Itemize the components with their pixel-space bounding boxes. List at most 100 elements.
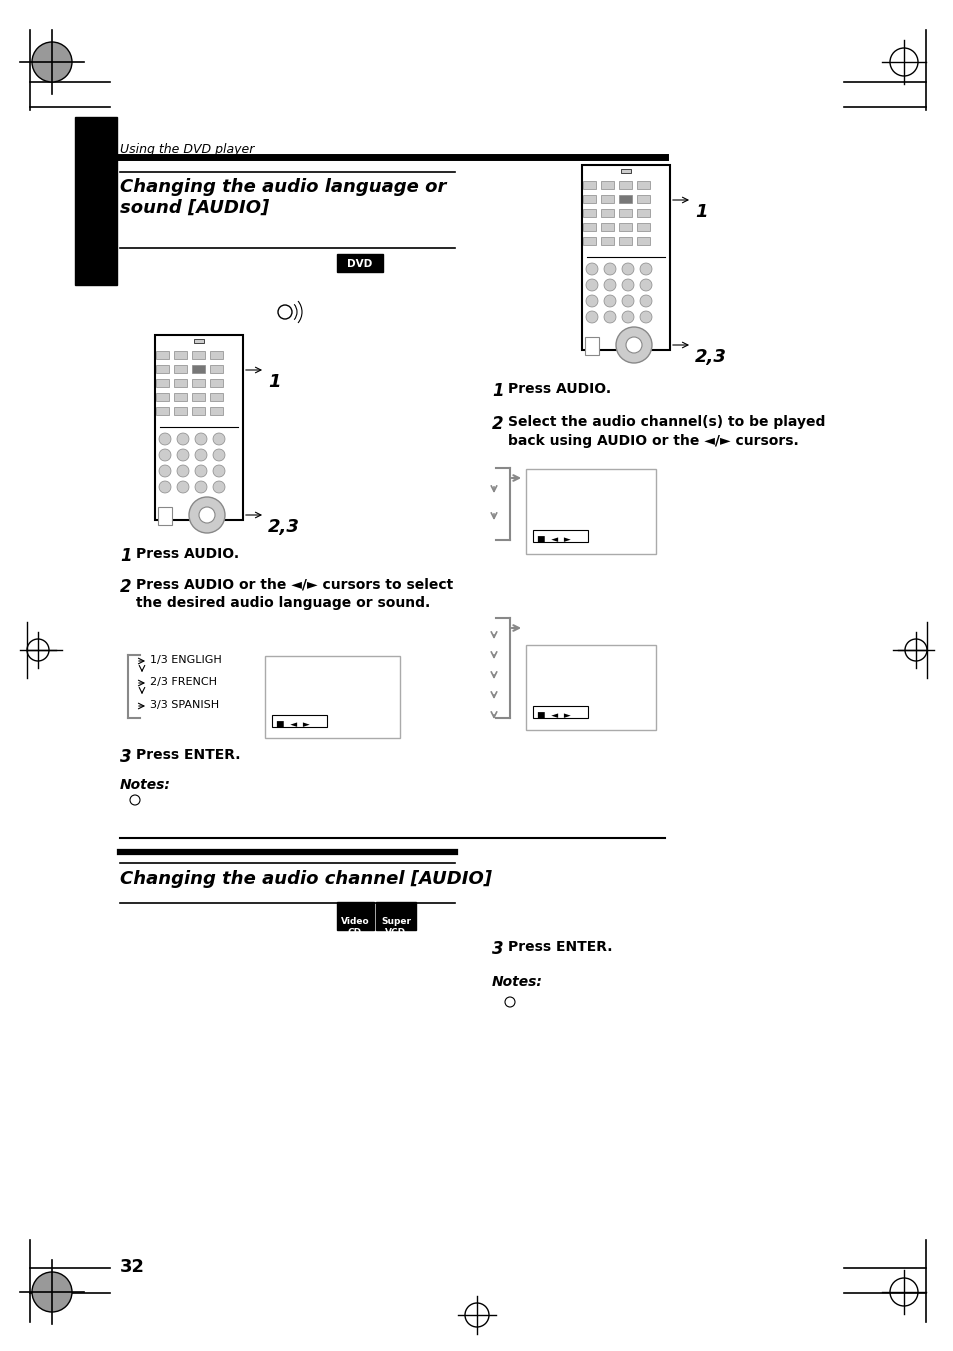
Bar [173, 351, 187, 359]
Bar [193, 339, 204, 343]
Circle shape [194, 449, 207, 461]
Text: 2,3: 2,3 [268, 517, 299, 536]
Bar [75, 118, 117, 285]
Bar [173, 365, 187, 373]
Bar [600, 181, 614, 189]
Text: Press AUDIO or the ◄/► cursors to select: Press AUDIO or the ◄/► cursors to select [136, 578, 453, 592]
Bar [637, 181, 649, 189]
Text: Press AUDIO.: Press AUDIO. [136, 547, 239, 561]
Bar [582, 223, 596, 231]
Bar [158, 507, 172, 526]
Circle shape [177, 465, 189, 477]
Circle shape [199, 507, 214, 523]
Circle shape [603, 311, 616, 323]
Circle shape [585, 263, 598, 276]
Text: Press ENTER.: Press ENTER. [136, 748, 240, 762]
Bar [618, 223, 631, 231]
Text: DVD: DVD [347, 259, 373, 269]
Text: 2,3: 2,3 [695, 349, 726, 366]
Bar [210, 407, 223, 415]
Bar [637, 236, 649, 245]
Bar [525, 469, 656, 554]
Bar [533, 707, 587, 717]
Bar [272, 715, 327, 727]
Bar [581, 165, 669, 350]
Text: ■  ◄  ►: ■ ◄ ► [537, 535, 570, 544]
Circle shape [213, 481, 225, 493]
Bar [618, 195, 631, 203]
Bar [375, 902, 416, 929]
Bar [156, 365, 169, 373]
Bar [192, 380, 205, 386]
Bar [618, 236, 631, 245]
Bar [192, 351, 205, 359]
Bar [582, 181, 596, 189]
Text: 1: 1 [492, 382, 503, 400]
Circle shape [194, 465, 207, 477]
Circle shape [159, 434, 171, 444]
Text: ■  ◄  ►: ■ ◄ ► [275, 720, 310, 730]
Text: Changing the audio channel [AUDIO]: Changing the audio channel [AUDIO] [120, 870, 492, 888]
Bar [600, 195, 614, 203]
Text: 3: 3 [120, 748, 132, 766]
Text: 2: 2 [492, 415, 503, 434]
Text: Notes:: Notes: [120, 778, 171, 792]
Bar [637, 223, 649, 231]
Text: Changing the audio language or
sound [AUDIO]: Changing the audio language or sound [AU… [120, 178, 446, 216]
Text: Video
CD: Video CD [340, 917, 369, 938]
Bar [192, 393, 205, 401]
Bar [336, 254, 382, 272]
Circle shape [639, 295, 651, 307]
Circle shape [621, 263, 634, 276]
Bar [582, 209, 596, 218]
Text: 1: 1 [268, 373, 280, 390]
Circle shape [213, 465, 225, 477]
Circle shape [32, 1273, 71, 1312]
Bar [210, 365, 223, 373]
Bar [156, 393, 169, 401]
Bar [637, 195, 649, 203]
Bar [192, 365, 205, 373]
Text: 3: 3 [492, 940, 503, 958]
Bar [154, 335, 243, 520]
Circle shape [625, 336, 641, 353]
Circle shape [603, 280, 616, 290]
Text: 1/3 ENGLIGH: 1/3 ENGLIGH [150, 655, 221, 665]
Circle shape [194, 481, 207, 493]
Circle shape [177, 434, 189, 444]
Bar [210, 380, 223, 386]
Circle shape [621, 295, 634, 307]
Bar [584, 336, 598, 355]
Text: Press AUDIO.: Press AUDIO. [507, 382, 611, 396]
Bar [618, 181, 631, 189]
Bar [173, 393, 187, 401]
Bar [618, 209, 631, 218]
Bar [156, 380, 169, 386]
Bar [600, 223, 614, 231]
Text: Press ENTER.: Press ENTER. [507, 940, 612, 954]
Text: Super
VCD: Super VCD [380, 917, 411, 938]
Text: 32: 32 [120, 1258, 145, 1275]
Bar [600, 209, 614, 218]
Text: 1: 1 [120, 547, 132, 565]
Circle shape [639, 311, 651, 323]
Circle shape [616, 327, 651, 363]
Circle shape [585, 280, 598, 290]
Circle shape [585, 295, 598, 307]
Bar [600, 236, 614, 245]
Text: 3/3 SPANISH: 3/3 SPANISH [150, 700, 219, 711]
Circle shape [159, 465, 171, 477]
Circle shape [603, 263, 616, 276]
Circle shape [213, 449, 225, 461]
Bar [620, 169, 630, 173]
Bar [525, 644, 656, 730]
Text: 1: 1 [695, 203, 707, 222]
Text: Using the DVD player: Using the DVD player [120, 143, 254, 155]
Circle shape [585, 311, 598, 323]
Bar [156, 351, 169, 359]
Circle shape [621, 311, 634, 323]
Circle shape [159, 481, 171, 493]
Bar [582, 195, 596, 203]
Text: Notes:: Notes: [492, 975, 542, 989]
Bar [156, 407, 169, 415]
